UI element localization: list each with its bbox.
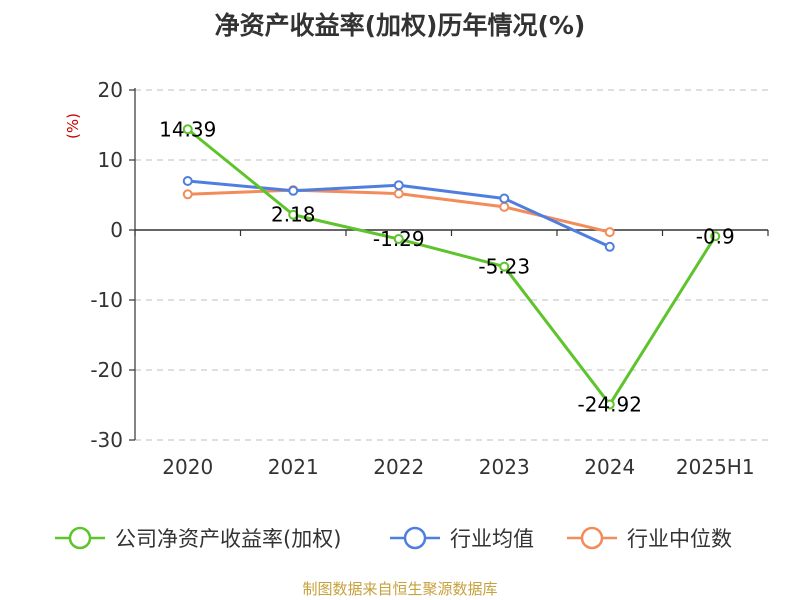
data-point[interactable] <box>182 176 193 186</box>
x-tick-label: 2025H1 <box>676 455 755 479</box>
x-tick-label: 2024 <box>584 455 635 479</box>
y-tick-label: 0 <box>110 218 123 242</box>
source-note: 制图数据来自恒生聚源数据库 <box>302 580 497 598</box>
data-point[interactable] <box>710 231 721 242</box>
legend-item[interactable]: 行业中位数 <box>567 526 732 551</box>
data-point[interactable] <box>288 185 299 196</box>
data-label: 2.18 <box>271 203 316 227</box>
data-point[interactable] <box>393 234 404 245</box>
data-label: 14.39 <box>159 117 216 141</box>
legend-marker-icon <box>580 526 604 550</box>
series-0 <box>182 124 721 410</box>
data-point[interactable] <box>182 124 193 135</box>
data-label: -1.29 <box>373 227 425 251</box>
data-point[interactable] <box>393 188 404 199</box>
data-point[interactable] <box>182 189 193 200</box>
legend-label: 公司净资产收益率(加权) <box>115 527 341 551</box>
legend-marker-icon <box>68 526 92 550</box>
data-point[interactable] <box>393 180 404 191</box>
x-tick-label: 2021 <box>268 455 319 479</box>
data-point[interactable] <box>288 209 299 220</box>
data-point[interactable] <box>499 261 510 272</box>
data-label: -24.92 <box>578 392 642 416</box>
y-tick-label: 10 <box>98 148 123 172</box>
y-tick-label: -20 <box>90 358 123 382</box>
data-point[interactable] <box>604 227 615 238</box>
legend-item[interactable]: 公司净资产收益率(加权) <box>55 526 341 551</box>
y-tick-label: 20 <box>98 78 123 102</box>
data-point[interactable] <box>499 201 510 212</box>
y-axis-unit-label: (%) <box>64 113 82 139</box>
data-point[interactable] <box>499 193 510 204</box>
series-line <box>186 128 717 406</box>
data-point[interactable] <box>604 399 615 410</box>
x-tick-label: 2020 <box>162 455 213 479</box>
series-lines <box>182 124 721 410</box>
legend-label: 行业均值 <box>450 527 534 551</box>
data-label: -0.9 <box>696 224 735 248</box>
axes: 20 10 0 -10 -20 -30 2020 2021 2022 2023 2024 2025H1 <box>90 78 769 479</box>
legend-marker-icon <box>403 526 427 550</box>
legend-item[interactable]: 行业均值 <box>390 526 534 551</box>
data-point[interactable] <box>604 241 615 252</box>
x-tick-label: 2023 <box>479 455 530 479</box>
grid-lines <box>135 89 768 441</box>
data-label: -5.23 <box>478 255 530 279</box>
legend-label: 行业中位数 <box>627 527 732 551</box>
legend[interactable]: 公司净资产收益率(加权) 行业均值 行业中位数 <box>55 526 732 551</box>
y-tick-label: -30 <box>90 428 123 452</box>
chart-title: 净资产收益率(加权)历年情况(%) <box>215 11 586 40</box>
data-labels: 14.39 2.18 -1.29 -5.23 -24.92 -0.9 <box>159 117 735 416</box>
x-tick-label: 2022 <box>373 455 424 479</box>
y-tick-label: -10 <box>90 288 123 312</box>
